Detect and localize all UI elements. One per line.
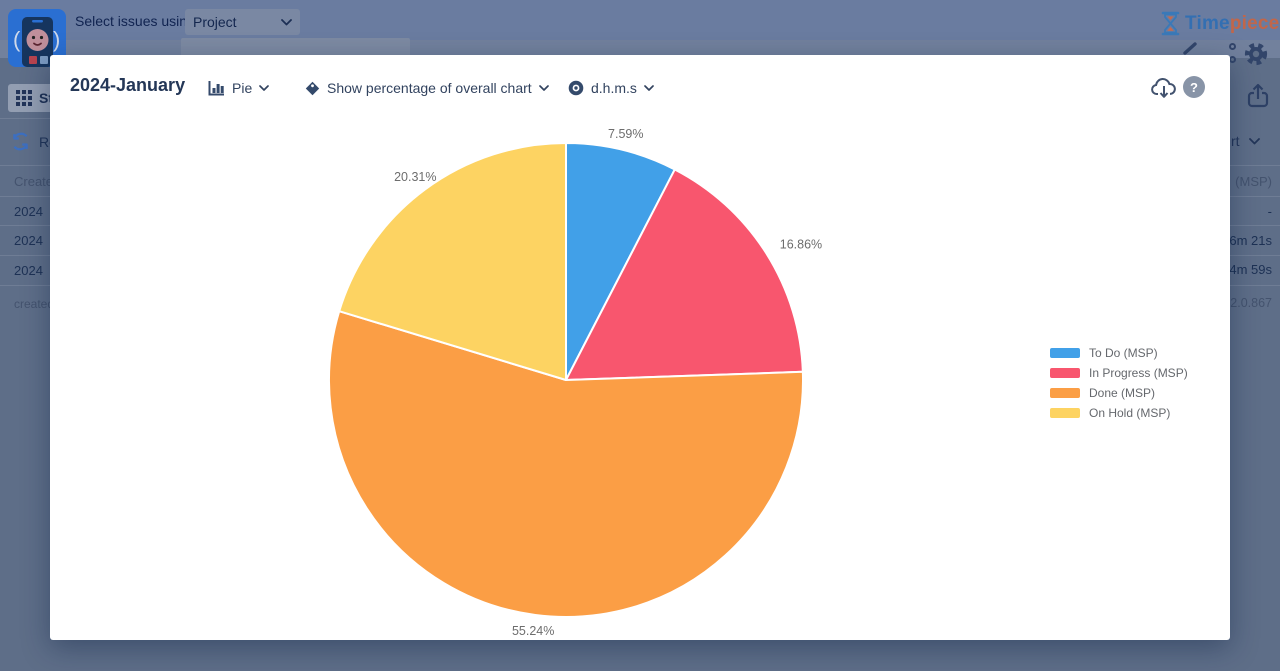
legend-label: To Do (MSP): [1089, 346, 1158, 360]
legend-item-to-do-msp[interactable]: To Do (MSP): [1050, 343, 1188, 363]
question-mark-icon: ?: [1190, 79, 1198, 95]
project-avatar: ( ): [8, 9, 66, 67]
status-button-label: St: [39, 90, 53, 106]
table-row: 2024: [14, 233, 43, 248]
version-label: 3.2.0.867: [1219, 296, 1272, 310]
legend-color-chip: [1050, 388, 1080, 398]
svg-text:(: (: [13, 27, 21, 52]
legend-color-chip: [1050, 368, 1080, 378]
legend-item-in-progress-msp[interactable]: In Progress (MSP): [1050, 363, 1188, 383]
refresh-icon: [13, 132, 28, 151]
pie-slice-label: 20.31%: [394, 170, 436, 184]
export-dropdown[interactable]: rt: [1231, 133, 1260, 149]
project-source-dropdown[interactable]: Project: [185, 9, 300, 35]
chevron-down-icon: [281, 18, 292, 25]
table-cell: 46m 21s: [1222, 233, 1272, 248]
pie-slice-to-do-msp[interactable]: [565, 142, 676, 381]
pie-chart: 7.59% 16.86% 55.24% 20.31%: [328, 127, 822, 638]
chevron-down-icon: [1248, 137, 1260, 144]
target-icon: [568, 80, 584, 96]
export-label-fragment: rt: [1231, 133, 1240, 149]
help-button[interactable]: ?: [1183, 76, 1205, 98]
chevron-down-icon: [538, 85, 549, 91]
modal-title: 2024-January: [70, 75, 186, 95]
table-row: 2024: [14, 204, 43, 219]
chart-legend: To Do (MSP) In Progress (MSP) Done (MSP) On…: [1050, 343, 1188, 423]
pie-slice-label: 7.59%: [608, 127, 643, 141]
jql-search-input[interactable]: [181, 38, 410, 57]
flask-dots-icon[interactable]: [1229, 43, 1236, 50]
pie-slice-in-progress-msp[interactable]: [565, 168, 804, 381]
legend-item-on-hold-msp[interactable]: On Hold (MSP): [1050, 403, 1188, 423]
project-dropdown-value: Project: [193, 14, 237, 30]
pie-slice-done-msp[interactable]: [328, 310, 804, 618]
table-row: 2024: [14, 263, 43, 278]
hourglass-icon: [1161, 11, 1180, 36]
chart-type-dropdown[interactable]: Pie: [208, 80, 270, 96]
select-issues-label: Select issues using: [75, 13, 195, 29]
msp-column-header: (MSP): [1235, 174, 1272, 189]
pie-slice-label: 55.24%: [512, 624, 554, 638]
percentage-mode-value: Show percentage of overall chart: [327, 80, 532, 96]
chevron-down-icon: [259, 85, 270, 91]
pie-slice-on-hold-msp[interactable]: [338, 142, 567, 381]
time-format-value: d.h.m.s: [591, 80, 637, 96]
pie-slice-label: 16.86%: [780, 238, 822, 252]
tag-icon: [305, 81, 320, 95]
bar-chart-icon: [208, 80, 224, 95]
legend-label: In Progress (MSP): [1089, 366, 1188, 380]
chevron-down-icon: [644, 85, 654, 91]
table-cell: -: [1267, 204, 1272, 219]
table-cell: 54m 59s: [1222, 262, 1272, 277]
logo-word-piece: piece: [1229, 12, 1280, 34]
chart-modal: 2024-January Pie Show percentage of over…: [50, 55, 1230, 640]
logo-word-time: Time: [1185, 12, 1230, 34]
flask-dots-icon[interactable]: [1229, 56, 1236, 63]
legend-label: On Hold (MSP): [1089, 406, 1171, 420]
gear-icon[interactable]: [1242, 40, 1270, 68]
download-chart-button[interactable]: [1151, 76, 1177, 100]
time-format-dropdown[interactable]: d.h.m.s: [568, 80, 654, 96]
wrench-icon[interactable]: [1183, 42, 1199, 55]
legend-color-chip: [1050, 348, 1080, 358]
legend-item-done-msp[interactable]: Done (MSP): [1050, 383, 1188, 403]
svg-text:): ): [53, 27, 60, 52]
grid-icon: [16, 90, 32, 106]
timepiece-logo: Timepiece: [1160, 11, 1279, 36]
share-export-icon[interactable]: [1246, 83, 1270, 109]
percentage-mode-dropdown[interactable]: Show percentage of overall chart: [305, 80, 549, 96]
chart-type-value: Pie: [232, 80, 253, 96]
created-column-header: Created: [14, 174, 61, 189]
legend-color-chip: [1050, 408, 1080, 418]
legend-label: Done (MSP): [1089, 386, 1156, 400]
